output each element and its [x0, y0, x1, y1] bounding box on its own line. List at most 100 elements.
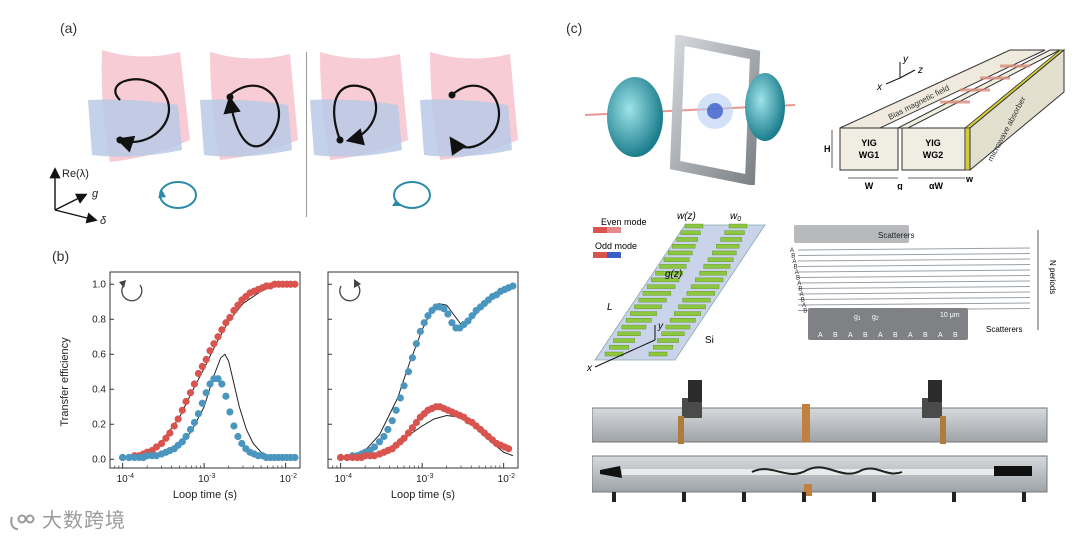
- eigen-surface-4: [420, 52, 518, 160]
- grating-y-label: y: [657, 321, 664, 332]
- odd-mode-swatch: [593, 252, 607, 258]
- waveguide-line: [797, 275, 1031, 278]
- data-point: [388, 417, 396, 425]
- silicon-coupler-diagram: Even mode Odd mode w(z) w0 g(z) L Si y x: [586, 211, 766, 374]
- ab-letter: B: [863, 332, 868, 339]
- gz-label: g(z): [665, 269, 682, 280]
- grating-tooth: [711, 250, 737, 256]
- grating-tooth: [630, 311, 657, 316]
- yig-waveguide-diagram: y z x Bias magnetic field microwave abso…: [824, 48, 1066, 190]
- rotate-ccw-icon: [119, 280, 143, 302]
- grating-tooth: [728, 223, 748, 229]
- data-point: [186, 389, 195, 397]
- ab-letter: A: [792, 259, 796, 265]
- wg1-line2: WG1: [859, 150, 880, 160]
- data-point: [162, 434, 170, 442]
- data-point: [424, 312, 432, 320]
- data-point: [182, 432, 190, 441]
- data-point: [468, 312, 476, 320]
- data-point: [444, 310, 452, 318]
- waveguide-lines: [797, 247, 1031, 311]
- grating-tooth: [653, 345, 674, 350]
- grating-tooth: [667, 250, 693, 256]
- ab-letter: B: [796, 276, 800, 282]
- membrane-frame: [669, 35, 761, 185]
- y-tick-label: 0.6: [92, 349, 106, 360]
- y-tick-label: 1.0: [92, 279, 106, 290]
- data-point: [186, 425, 195, 434]
- panel-a-illustration: Re(λ) g δ: [49, 50, 518, 227]
- ab-letter: B: [923, 332, 928, 339]
- grating-tooth: [657, 338, 679, 343]
- data-point: [230, 422, 238, 430]
- waveguide-line: [797, 247, 1031, 251]
- data-point: [152, 443, 161, 451]
- data-point: [464, 317, 472, 325]
- waveguide-line: [797, 286, 1031, 289]
- transducer-left: [678, 380, 702, 444]
- axis-delta-label: δ: [100, 215, 107, 227]
- data-point: [194, 369, 202, 378]
- grating-tooth: [663, 257, 690, 262]
- n-periods-label: N periods: [1048, 260, 1057, 294]
- panel-label-a: (a): [60, 20, 78, 36]
- scatterers-bottom-label: Scatterers: [986, 325, 1022, 334]
- series-1: [337, 403, 513, 462]
- right-grating-teeth: [648, 223, 748, 357]
- data-point: [361, 452, 369, 460]
- data-point: [218, 326, 226, 334]
- data-point: [412, 418, 420, 427]
- wg2-block: [901, 127, 966, 171]
- data-point: [125, 453, 133, 462]
- grating-tooth: [680, 230, 701, 235]
- panel-b-charts: Transfer efficiency 0.0 0.2 0.4 0.6 0.8 1.0 10…: [59, 271, 519, 501]
- data-point: [226, 408, 234, 416]
- data-point: [222, 392, 230, 400]
- grating-tooth: [625, 318, 652, 323]
- data-point: [440, 305, 448, 313]
- data-point: [206, 347, 214, 355]
- acoustic-waveguide-photo: [592, 380, 1048, 502]
- grating-tooth: [686, 291, 716, 296]
- grating-tooth: [674, 311, 701, 316]
- data-point: [416, 327, 424, 336]
- data-point: [119, 453, 127, 462]
- data-point: [448, 319, 456, 327]
- data-point: [380, 432, 388, 441]
- grating-tooth: [655, 270, 683, 276]
- data-point: [291, 453, 299, 462]
- dim-aW-label: αW: [929, 181, 944, 190]
- grating-tooth: [707, 257, 734, 262]
- x-tick-label: 10-3: [198, 473, 215, 485]
- ab-letter: A: [938, 332, 943, 339]
- data-point: [400, 382, 408, 390]
- data-point: [420, 319, 428, 327]
- data-point: [174, 415, 182, 423]
- wg1-line1: YIG: [861, 138, 877, 148]
- g2-label: g2: [872, 314, 879, 322]
- grating-tooth: [678, 304, 706, 310]
- loop-arrow-cw-icon: [392, 181, 431, 209]
- data-point: [206, 380, 214, 388]
- plot-frame: [327, 271, 519, 469]
- wz-label: w(z): [677, 211, 696, 222]
- grating-tooth: [724, 230, 745, 235]
- grating-tooth: [690, 284, 720, 289]
- ab-letter: A: [878, 332, 883, 339]
- waveguide-line: [797, 280, 1031, 284]
- data-point: [234, 301, 242, 309]
- waveguide-line: [797, 253, 1031, 256]
- waveguide-line: [797, 302, 1031, 306]
- panel-label-b: (b): [52, 248, 70, 264]
- left-grating-teeth: [604, 223, 704, 357]
- data-point: [343, 453, 351, 462]
- data-point: [178, 438, 186, 446]
- axis-g-label: g: [92, 188, 99, 200]
- eigen-surface-1: [88, 50, 190, 162]
- data-point: [392, 406, 400, 414]
- length-L-label: L: [607, 302, 613, 313]
- dim-g-label: g: [897, 181, 903, 190]
- grating-tooth: [703, 264, 731, 269]
- grating-tooth: [695, 277, 724, 283]
- data-point: [218, 380, 226, 388]
